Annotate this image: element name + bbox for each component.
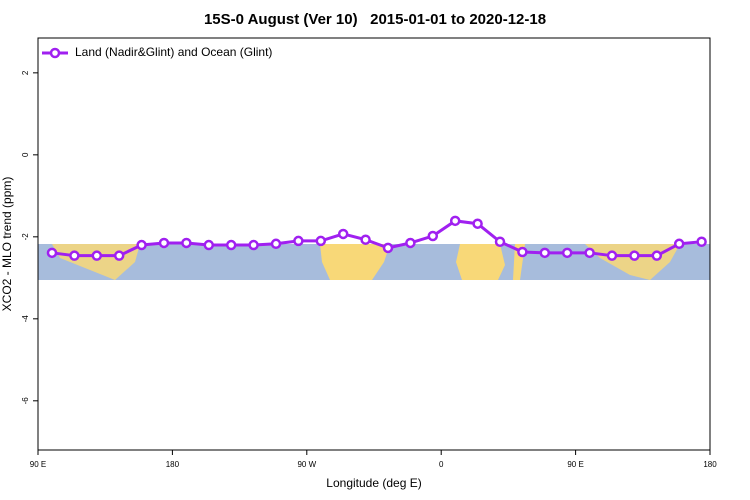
data-point bbox=[494, 236, 506, 247]
data-point bbox=[696, 236, 707, 247]
x-tick-label: 0 bbox=[439, 460, 444, 469]
y-axis-label: XCO2 - MLO trend (ppm) bbox=[0, 177, 14, 312]
y-tick-label: -6 bbox=[21, 397, 30, 405]
x-tick-label: 90 E bbox=[30, 460, 46, 469]
y-tick-label: 0 bbox=[21, 152, 30, 157]
legend-marker bbox=[49, 47, 61, 59]
data-point bbox=[91, 250, 103, 261]
data-point bbox=[517, 246, 528, 258]
data-point bbox=[46, 247, 58, 259]
data-point bbox=[629, 250, 640, 261]
data-point bbox=[293, 235, 304, 247]
data-point bbox=[315, 235, 327, 247]
x-tick-label: 90 E bbox=[567, 460, 583, 469]
data-point bbox=[449, 215, 461, 227]
land bbox=[456, 244, 505, 280]
data-point bbox=[427, 230, 439, 242]
data-point bbox=[561, 247, 573, 259]
data-point bbox=[651, 250, 663, 261]
data-point bbox=[181, 237, 192, 249]
data-point bbox=[113, 250, 125, 261]
data-point bbox=[337, 228, 349, 240]
data-point bbox=[405, 237, 416, 249]
data-point bbox=[225, 239, 237, 251]
x-tick-label: 180 bbox=[703, 460, 717, 469]
data-point bbox=[360, 234, 371, 245]
data-point bbox=[248, 239, 259, 251]
y-tick-label: -4 bbox=[21, 315, 30, 323]
data-point bbox=[472, 218, 483, 229]
plot-frame bbox=[37, 37, 711, 451]
x-axis-label: Longitude (deg E) bbox=[326, 476, 421, 490]
y-tick-label: -2 bbox=[21, 233, 30, 241]
y-tick-label: 2 bbox=[21, 70, 30, 75]
data-point bbox=[606, 250, 618, 261]
data-point bbox=[69, 250, 80, 261]
x-tick-label: 180 bbox=[166, 460, 180, 469]
data-point bbox=[136, 239, 147, 251]
data-point bbox=[270, 238, 282, 250]
x-tick-label: 90 W bbox=[297, 460, 316, 469]
data-point bbox=[673, 238, 685, 250]
data-point bbox=[382, 242, 394, 254]
data-point bbox=[539, 247, 551, 259]
chart-title: 15S-0 August (Ver 10) 2015-01-01 to 2020… bbox=[204, 11, 546, 28]
land bbox=[320, 244, 390, 280]
data-point bbox=[203, 239, 215, 251]
data-point bbox=[584, 247, 595, 259]
data-point bbox=[158, 237, 170, 249]
legend-label: Land (Nadir&Glint) and Ocean (Glint) bbox=[75, 45, 272, 59]
